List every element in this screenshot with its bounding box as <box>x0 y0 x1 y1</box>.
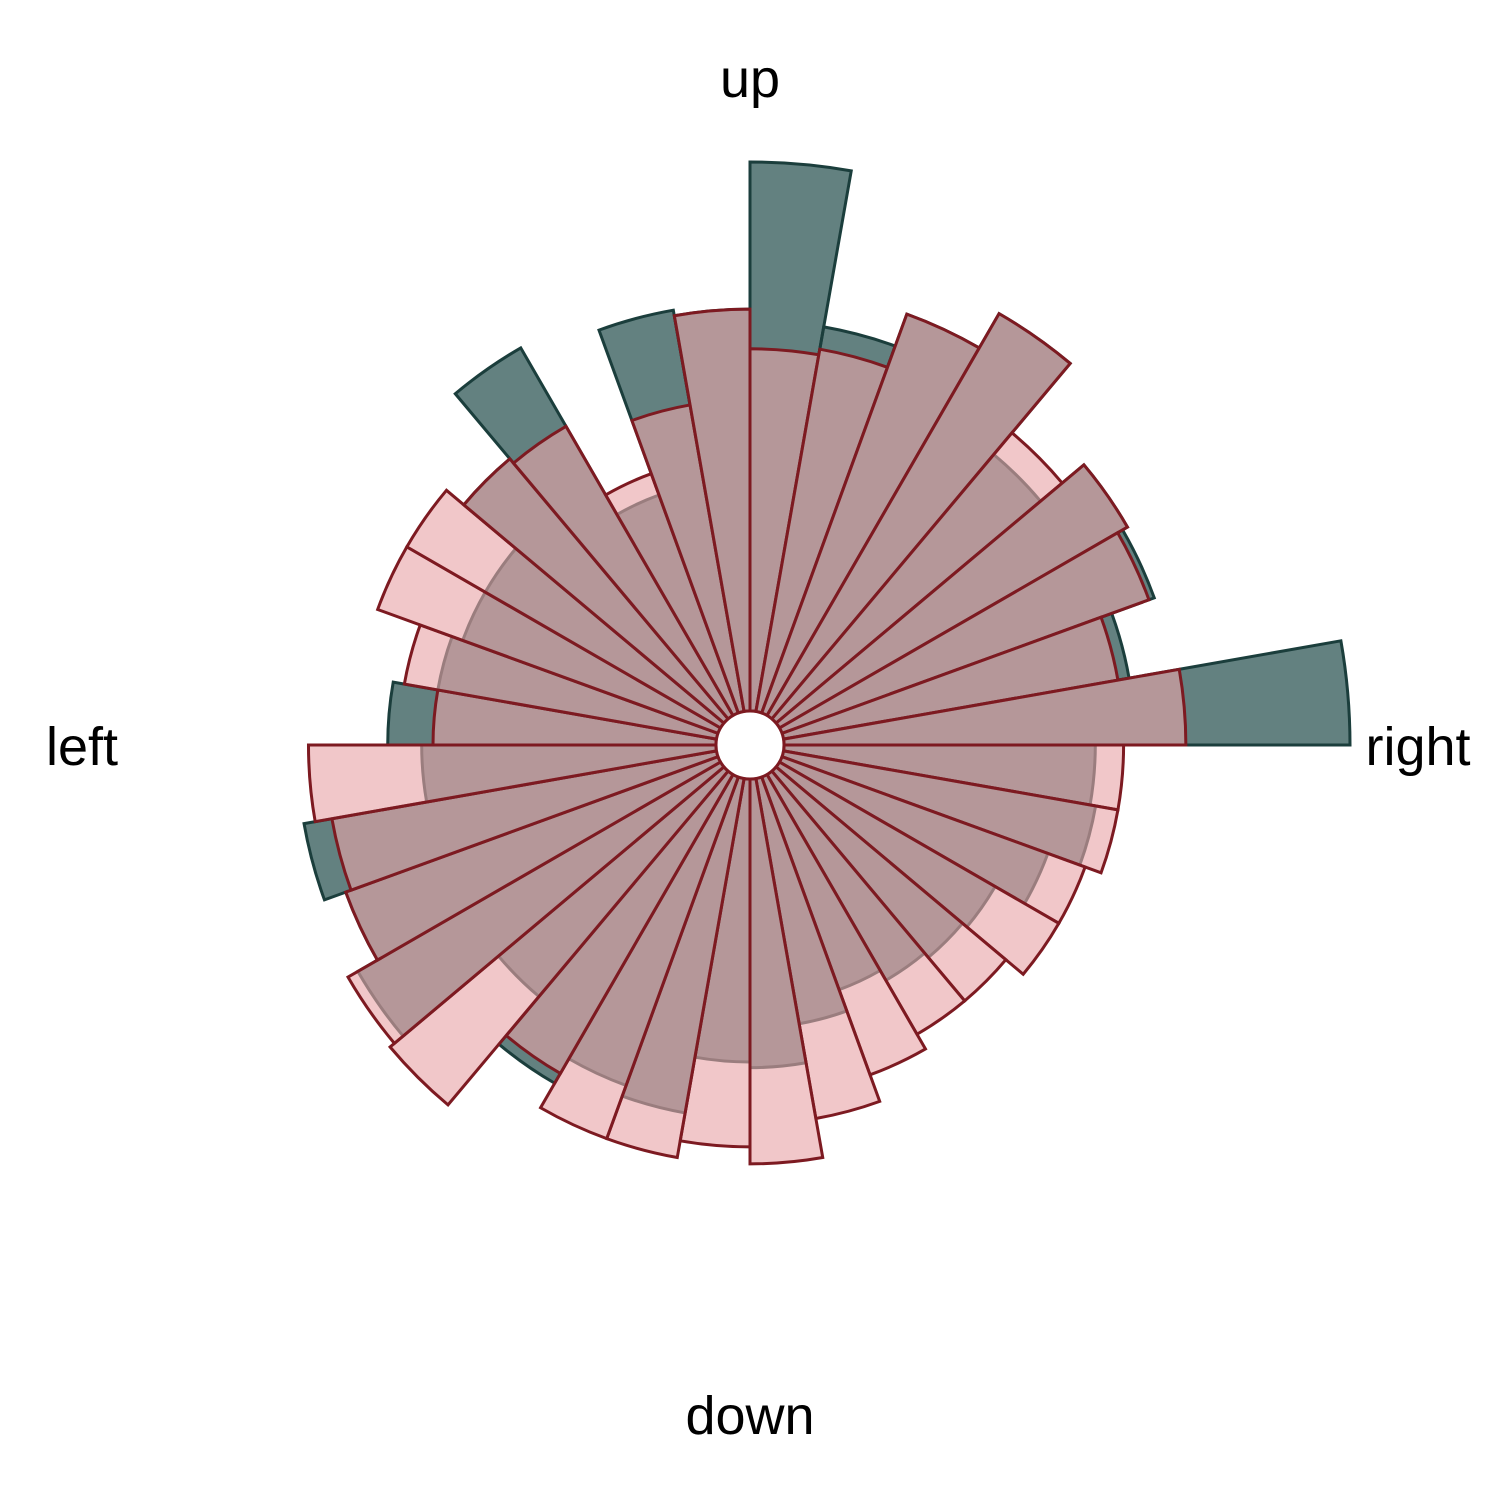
label-right: right <box>1365 717 1470 777</box>
label-up: up <box>720 49 780 109</box>
label-down: down <box>685 1386 814 1446</box>
label-left: left <box>46 717 118 777</box>
series-2 <box>306 307 1188 1166</box>
chart-bars <box>302 160 1352 1166</box>
center-hole <box>714 709 786 781</box>
